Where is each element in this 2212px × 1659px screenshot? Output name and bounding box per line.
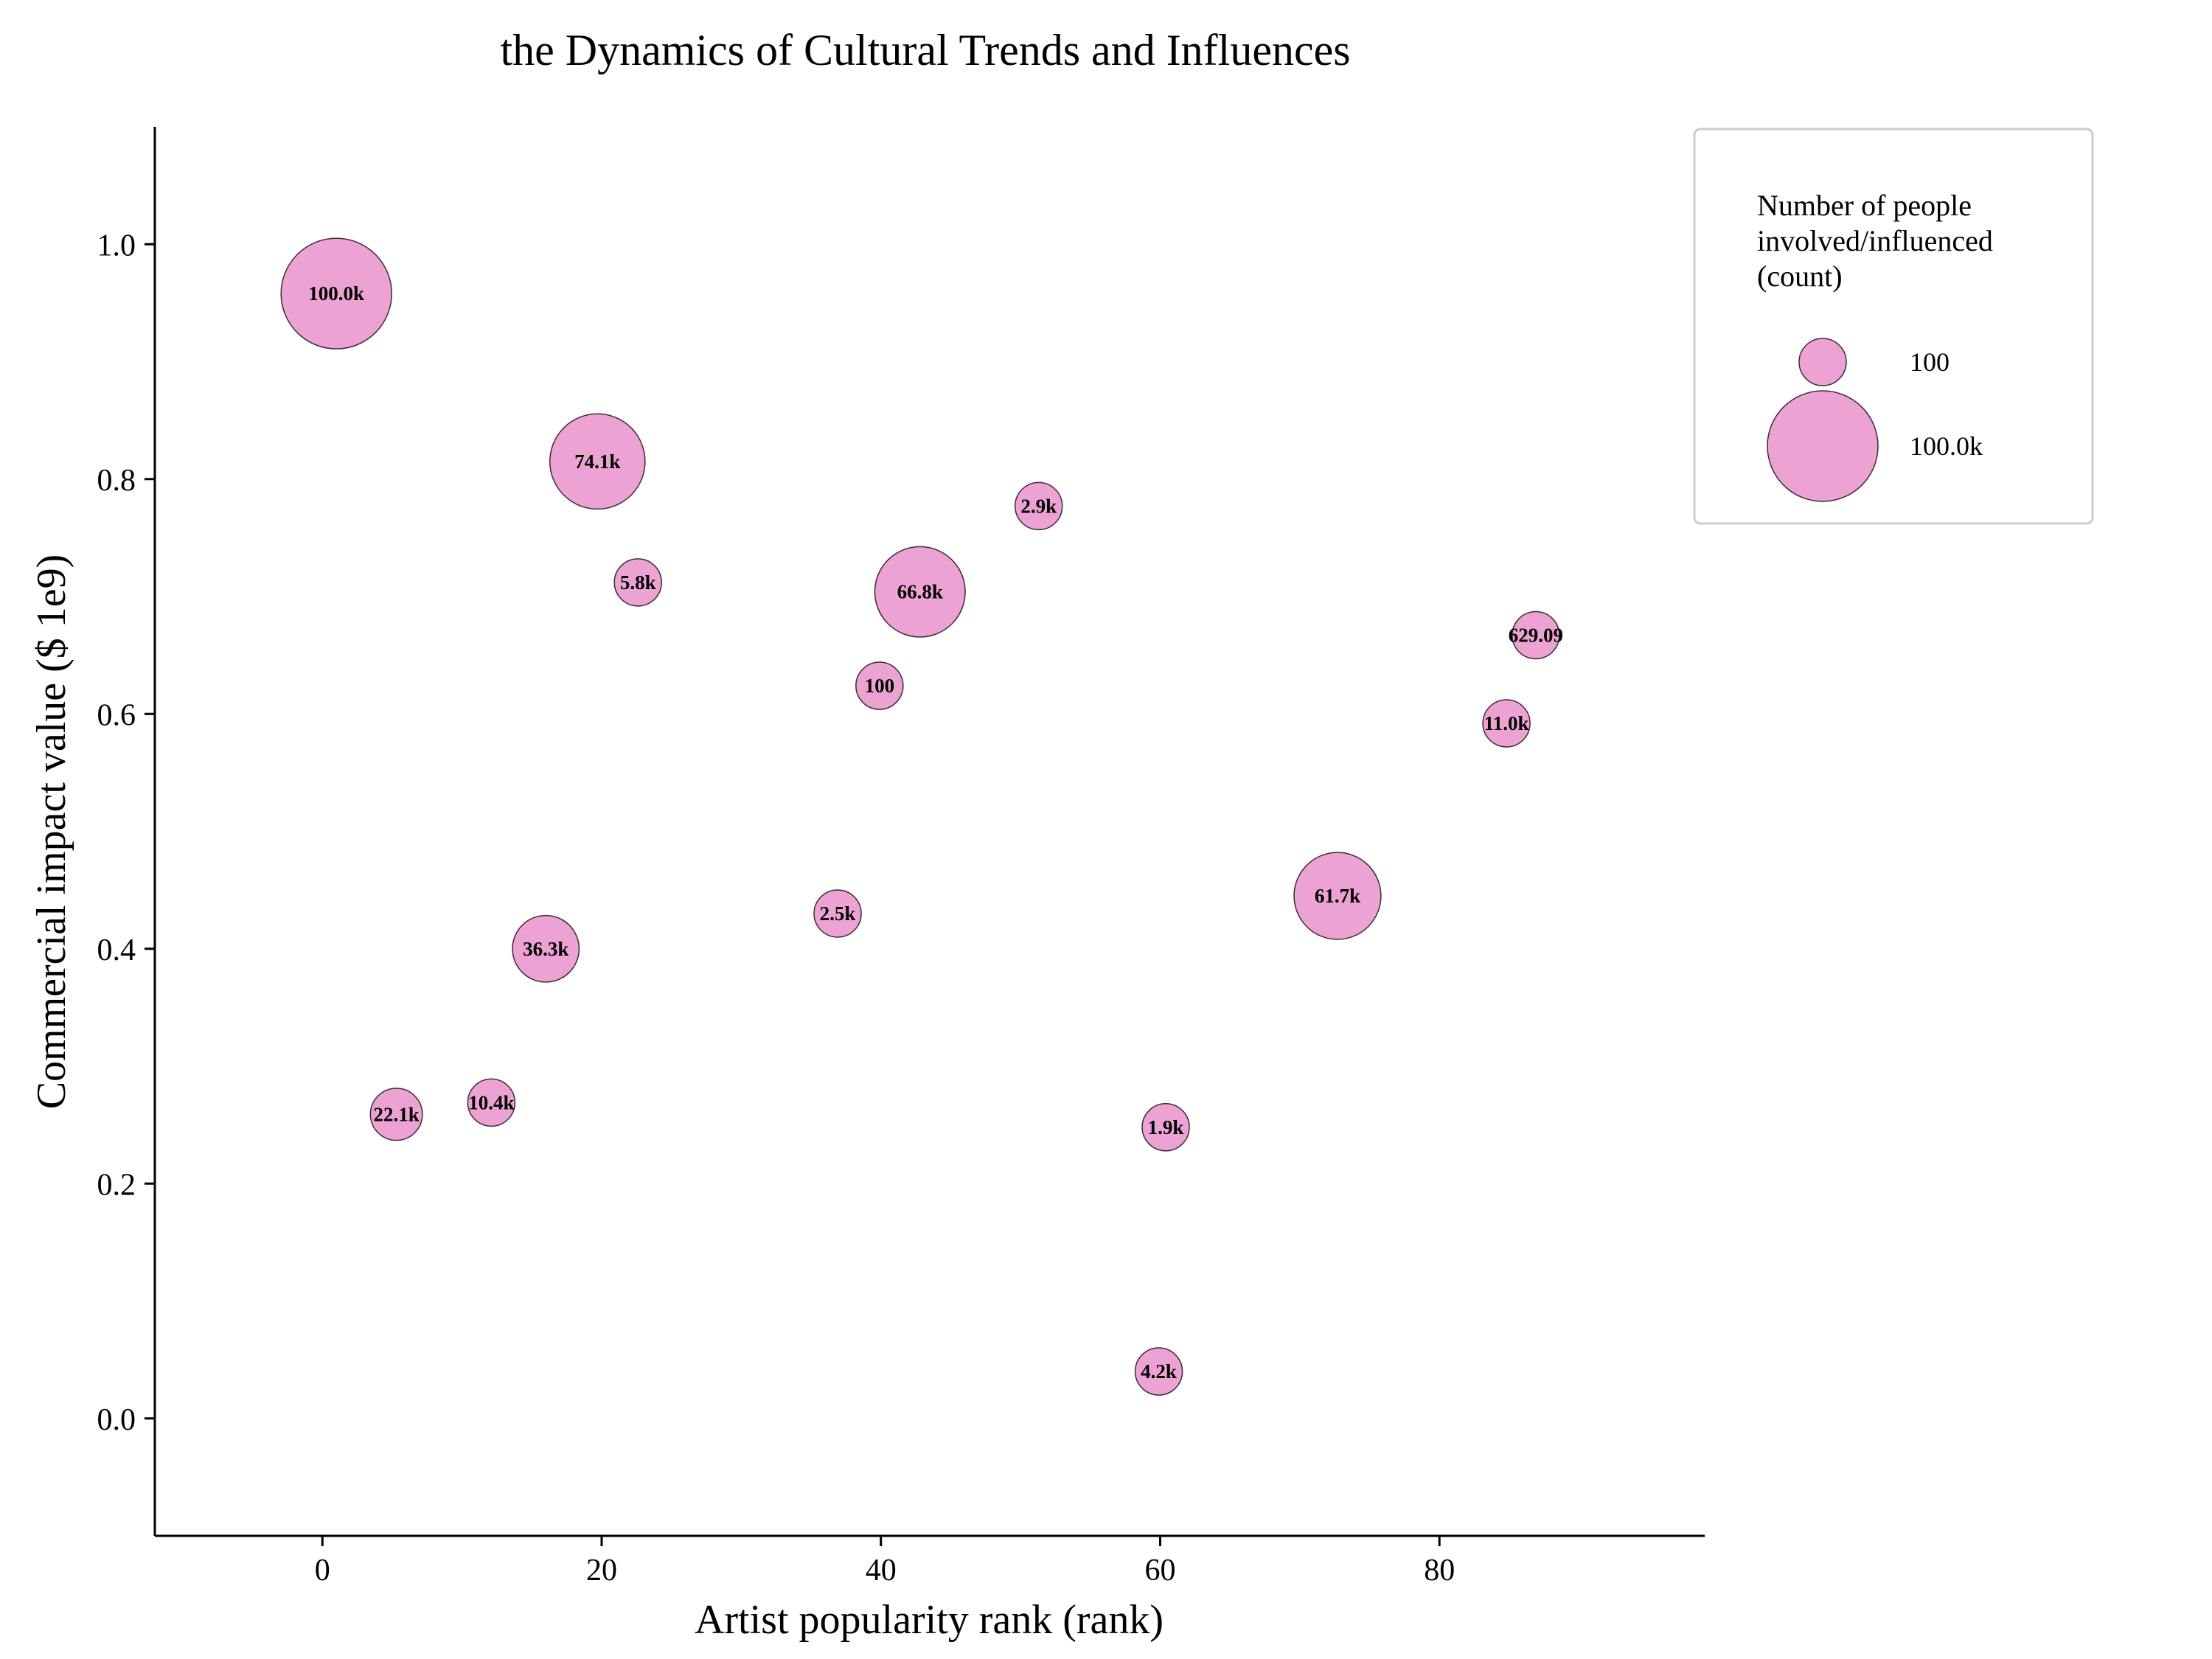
bubble-marker <box>813 889 862 938</box>
bubble-marker <box>280 237 392 349</box>
bubble-marker <box>1512 611 1560 660</box>
bubble-label: 10.4k <box>468 1091 514 1113</box>
x-tick-label: 40 <box>866 1554 897 1587</box>
x-tick-label: 0 <box>315 1554 330 1587</box>
bubble: 36.3k <box>512 914 580 983</box>
x-axis-label: Artist popularity rank (rank) <box>695 1597 1164 1643</box>
bubble: 1.9k <box>1141 1103 1190 1152</box>
bubble-marker <box>1293 852 1382 940</box>
bubble-label: 74.1k <box>574 451 620 473</box>
bubble: 11.0k <box>1482 699 1531 748</box>
y-tick-label: 0.8 <box>97 464 136 498</box>
legend-bubble-marker <box>1798 338 1847 386</box>
y-ticks: 0.0 0.2 0.4 0.6 0.8 1.0 <box>97 229 155 1437</box>
y-tick-label: 1.0 <box>97 229 136 262</box>
x-tick-label: 60 <box>1144 1554 1175 1587</box>
bubble-label: 100.0k <box>308 282 364 305</box>
x-ticks: 0 20 40 60 80 <box>315 1536 1455 1587</box>
bubble-label: 1.9k <box>1148 1116 1184 1138</box>
bubble: 74.1k <box>549 413 646 510</box>
bubble-label: 11.0k <box>1484 712 1529 734</box>
chart-title: the Dynamics of Cultural Trends and Infl… <box>500 26 1350 74</box>
legend-title-line-2: involved/influenced <box>1757 224 1993 257</box>
bubble-marker <box>1014 481 1063 531</box>
legend: Number of people involved/influenced (co… <box>1693 128 2094 525</box>
plot-area: 100.0k 74.1k 2.9k 5.8k 66.8k 629.09 100 11.0k 61… <box>280 237 1563 1396</box>
legend-title-line-1: Number of people <box>1757 189 1972 222</box>
bubble-label: 2.9k <box>1020 495 1057 517</box>
legend-entries: 100 100.0k <box>1767 338 1983 502</box>
y-tick-label: 0.6 <box>97 698 136 732</box>
bubble-label: 629.09 <box>1509 625 1563 647</box>
legend-bubble-marker <box>1767 390 1879 502</box>
legend-title-line-3: (count) <box>1757 260 1843 293</box>
bubble-label: 66.8k <box>897 581 943 603</box>
bubble: 10.4k <box>467 1078 516 1127</box>
bubble: 2.5k <box>813 889 862 938</box>
bubble-label: 2.5k <box>820 902 856 925</box>
bubble: 2.9k <box>1014 481 1063 531</box>
bubble: 4.2k <box>1134 1347 1183 1396</box>
bubble-marker <box>1141 1103 1190 1152</box>
bubble: 61.7k <box>1293 852 1382 940</box>
x-tick-label: 80 <box>1424 1554 1455 1587</box>
bubble-marker <box>855 661 904 710</box>
bubble-label: 4.2k <box>1141 1360 1177 1382</box>
bubble-label: 100 <box>865 675 895 697</box>
bubble-marker <box>1482 699 1531 748</box>
bubble-label: 61.7k <box>1315 885 1360 907</box>
y-tick-label: 0.2 <box>97 1168 136 1202</box>
bubble-marker <box>512 914 580 983</box>
legend-entry-label: 100.0k <box>1910 431 1983 461</box>
x-tick-label: 20 <box>586 1554 617 1587</box>
y-tick-label: 0.0 <box>97 1403 136 1437</box>
bubble: 22.1k <box>369 1088 423 1141</box>
bubble: 629.09 <box>1509 611 1563 660</box>
bubble-label: 36.3k <box>523 938 568 960</box>
bubble-marker <box>613 558 662 607</box>
bubble-marker <box>874 546 966 638</box>
bubble: 100 <box>855 661 904 710</box>
bubble-marker <box>467 1078 516 1127</box>
bubble: 66.8k <box>874 546 966 638</box>
legend-entry-label: 100 <box>1910 347 1950 377</box>
y-axis-label: Commercial impact value ($ 1e9) <box>29 554 74 1110</box>
bubble-marker <box>549 413 646 510</box>
bubble-label: 5.8k <box>620 571 656 594</box>
bubble: 100.0k <box>280 237 392 349</box>
bubble-marker <box>1134 1347 1183 1396</box>
y-tick-label: 0.4 <box>97 933 136 967</box>
bubble: 5.8k <box>613 558 662 607</box>
bubble-label: 22.1k <box>373 1103 419 1125</box>
bubble-marker <box>369 1088 423 1141</box>
